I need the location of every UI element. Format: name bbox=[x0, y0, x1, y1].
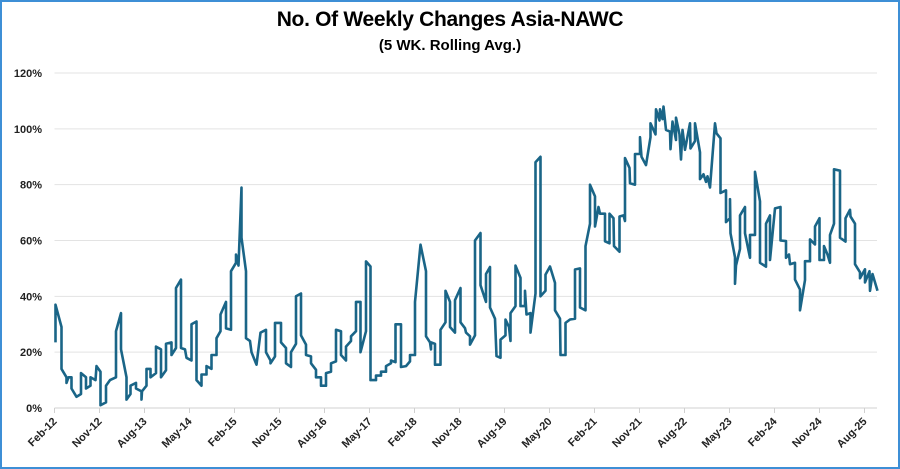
x-tick-label: Aug-25 bbox=[835, 416, 870, 451]
x-tick-label: Nov-18 bbox=[430, 416, 464, 450]
x-tick-label: Aug-22 bbox=[655, 416, 690, 451]
series-line bbox=[54, 105, 879, 407]
y-axis: 0% 20% 40% 60% 80% 100% 120% bbox=[14, 68, 42, 415]
y-tick-label: 60% bbox=[20, 236, 42, 248]
x-tick-label: Feb-18 bbox=[386, 416, 420, 450]
x-tick-label: Feb-21 bbox=[566, 416, 600, 450]
x-axis: Feb-12 Nov-12 Aug-13 May-14 Feb-15 Nov-15 Aug-… bbox=[26, 407, 877, 451]
x-tick-label: May-14 bbox=[160, 415, 195, 450]
x-tick-label: Nov-21 bbox=[610, 416, 644, 450]
gridlines bbox=[54, 72, 877, 353]
x-tick-label: May-20 bbox=[520, 416, 555, 451]
chart-title: No. Of Weekly Changes Asia-NAWC bbox=[276, 8, 624, 31]
x-tick-label: Aug-19 bbox=[475, 416, 510, 451]
x-tick-label: Aug-16 bbox=[295, 416, 330, 451]
y-tick-label: 20% bbox=[20, 347, 42, 359]
x-tick-label: Nov-24 bbox=[790, 415, 825, 450]
x-tick-label: Nov-15 bbox=[250, 416, 284, 450]
y-tick-label: 80% bbox=[20, 180, 42, 192]
y-tick-label: 0% bbox=[26, 403, 42, 415]
x-tick-label: Aug-13 bbox=[115, 416, 150, 451]
series-layer bbox=[54, 105, 879, 407]
y-tick-label: 100% bbox=[14, 124, 42, 136]
x-tick-label: May-23 bbox=[700, 416, 735, 451]
y-tick-label: 40% bbox=[20, 291, 42, 303]
y-tick-label: 120% bbox=[14, 68, 42, 80]
chart-subtitle: (5 WK. Rolling Avg.) bbox=[378, 37, 522, 54]
x-tick-label: Feb-15 bbox=[206, 416, 240, 450]
x-tick-label: Feb-24 bbox=[746, 415, 780, 449]
x-tick-label: May-17 bbox=[340, 416, 375, 451]
x-tick-label: Feb-12 bbox=[26, 416, 60, 450]
x-tick-label: Nov-12 bbox=[70, 416, 104, 450]
